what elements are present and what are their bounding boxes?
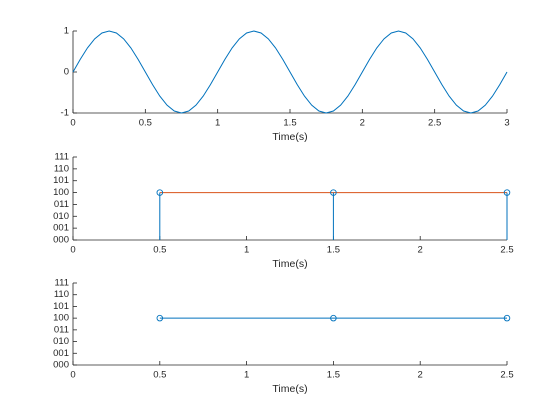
x-tick-label: 1 — [244, 370, 249, 381]
y-tick-label: 101 — [53, 301, 69, 312]
marker — [156, 314, 164, 322]
y-tick-label: 111 — [55, 152, 69, 163]
x-tick-label: 0.5 — [139, 118, 152, 129]
x-tick-label: 0 — [70, 118, 75, 129]
x-axis-label: Time(s) — [272, 383, 307, 395]
y-tick-label: 101 — [53, 175, 69, 186]
y-tick-label: 110 — [54, 163, 69, 174]
x-tick-label: 2.5 — [428, 118, 441, 129]
y-tick-label: 001 — [53, 223, 69, 234]
x-tick-label: 2 — [360, 118, 365, 129]
y-tick-label: 011 — [54, 199, 69, 210]
y-tick-label: 000 — [53, 235, 69, 246]
y-tick-label: -1 — [61, 108, 69, 119]
x-tick-label: 0 — [70, 370, 75, 381]
x-tick-label: 2.5 — [500, 370, 513, 381]
y-tick-label: 110 — [54, 289, 69, 300]
line — [72, 30, 508, 114]
x-axis-label: Time(s) — [272, 131, 307, 143]
y-tick-label: 011 — [54, 324, 69, 335]
x-tick-label: 2 — [418, 245, 423, 256]
marker — [503, 314, 511, 322]
x-tick-label: 1.5 — [327, 370, 340, 381]
marker — [330, 314, 337, 322]
y-tick-label: 010 — [53, 336, 69, 347]
x-tick-label: 2 — [418, 370, 423, 381]
x-tick-label: 3 — [504, 118, 509, 129]
x-tick-label: 0.5 — [153, 370, 166, 381]
x-axis-label: Time(s) — [272, 258, 307, 270]
x-tick-label: 0 — [70, 245, 75, 256]
y-tick-label: 0 — [64, 67, 69, 78]
y-tick-label: 100 — [53, 313, 69, 324]
marker — [156, 189, 164, 196]
marker — [503, 189, 511, 196]
marker — [330, 189, 337, 196]
x-tick-label: 0.5 — [153, 245, 166, 256]
x-tick-label: 1 — [244, 245, 249, 256]
x-tick-label: 1 — [215, 118, 220, 129]
y-tick-label: 111 — [55, 278, 69, 289]
y-tick-label: 1 — [64, 26, 69, 37]
x-tick-label: 2.5 — [500, 245, 513, 256]
y-tick-label: 100 — [53, 187, 69, 198]
y-tick-label: 000 — [53, 360, 69, 371]
x-tick-label: 1.5 — [327, 245, 340, 256]
y-tick-label: 010 — [53, 211, 69, 222]
x-tick-label: 1.5 — [283, 118, 296, 129]
y-tick-label: 001 — [53, 348, 69, 359]
